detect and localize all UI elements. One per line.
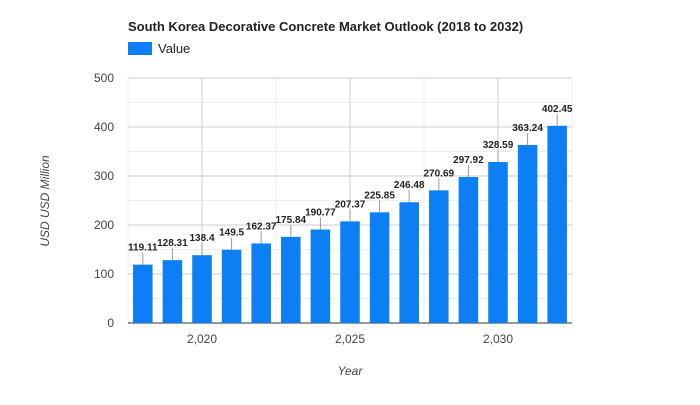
data-label: 328.59 — [483, 140, 514, 151]
bar — [162, 260, 183, 323]
bar — [488, 161, 508, 323]
y-tick-label: 400 — [94, 120, 114, 134]
data-label: 119.11 — [128, 243, 158, 254]
axis-ticks: 0 100 200 300 400 500 2,020 2,025 2,030 — [94, 71, 513, 346]
y-tick-label: 100 — [94, 267, 114, 281]
bar — [133, 264, 153, 323]
bar — [547, 125, 567, 323]
bar — [251, 243, 271, 323]
data-label: 270.69 — [424, 168, 455, 179]
data-label: 246.48 — [394, 180, 425, 191]
data-label: 138.4 — [189, 233, 214, 244]
bar — [517, 145, 538, 323]
chart-title: South Korea Decorative Concrete Market O… — [128, 19, 523, 34]
y-tick-label: 200 — [94, 218, 114, 232]
data-labels: 119.11 128.31 138.4 149.5162.37175.84190.77… — [128, 104, 573, 265]
legend-label: Value — [158, 41, 190, 56]
data-label: 297.92 — [453, 155, 484, 166]
bar — [369, 212, 390, 323]
y-tick-label: 0 — [107, 316, 114, 330]
x-tick-label: 2,030 — [483, 332, 513, 346]
bar — [399, 202, 419, 323]
y-tick-label: 500 — [94, 71, 114, 85]
y-axis-title: USD USD Million — [38, 155, 52, 247]
data-label: 207.37 — [335, 199, 366, 210]
bar — [340, 221, 360, 323]
legend-swatch — [128, 42, 152, 55]
bar — [429, 190, 449, 323]
x-tick-label: 2,020 — [187, 332, 217, 346]
x-tick-label: 2,025 — [335, 332, 365, 346]
data-label: 190.77 — [305, 208, 336, 219]
data-label: 225.85 — [364, 190, 395, 201]
data-label: 162.37 — [246, 221, 277, 232]
bars — [133, 125, 567, 323]
data-label: 175.84 — [276, 215, 307, 226]
bar — [221, 249, 242, 323]
x-axis-title: Year — [338, 364, 364, 378]
bar — [192, 255, 212, 323]
bar — [310, 229, 331, 323]
data-label: 149.5 — [219, 228, 244, 239]
bar — [458, 177, 479, 323]
y-tick-label: 300 — [94, 169, 114, 183]
data-label: 128.31 — [157, 238, 188, 249]
data-label: 363.24 — [512, 123, 543, 134]
data-label: 402.45 — [542, 104, 573, 115]
bar — [281, 236, 301, 323]
